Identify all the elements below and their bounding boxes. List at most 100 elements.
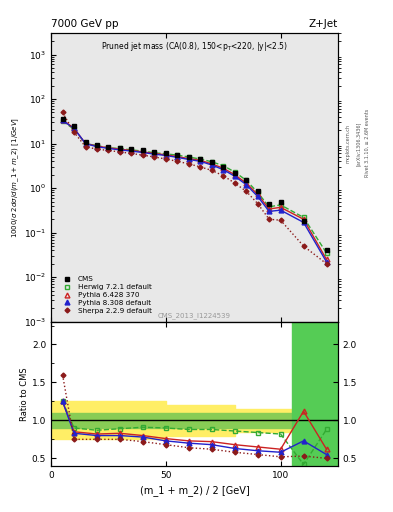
Y-axis label: Ratio to CMS: Ratio to CMS bbox=[20, 367, 29, 421]
Text: CMS_2013_I1224539: CMS_2013_I1224539 bbox=[158, 312, 231, 319]
Herwig 7.2.1 default bbox=[255, 189, 260, 196]
Herwig 7.2.1 default bbox=[221, 162, 226, 168]
Pythia 6.428 370 bbox=[141, 149, 145, 155]
Sherpa 2.2.9 default bbox=[186, 161, 191, 167]
Y-axis label: $1000/\sigma\ 2d\sigma/d(m\_1 + m\_2)\ [1/GeV]$: $1000/\sigma\ 2d\sigma/d(m\_1 + m\_2)\ [… bbox=[11, 117, 21, 238]
CMS bbox=[118, 145, 122, 151]
Herwig 7.2.1 default bbox=[72, 126, 76, 132]
Herwig 7.2.1 default bbox=[83, 140, 88, 146]
Pythia 8.308 default bbox=[324, 259, 329, 265]
Herwig 7.2.1 default bbox=[301, 215, 306, 221]
Line: Pythia 8.308 default: Pythia 8.308 default bbox=[60, 118, 329, 264]
Herwig 7.2.1 default bbox=[175, 152, 180, 158]
Pythia 8.308 default bbox=[278, 207, 283, 213]
Pythia 6.428 370 bbox=[198, 157, 203, 163]
Pythia 8.308 default bbox=[152, 151, 157, 157]
CMS bbox=[141, 147, 145, 154]
Pythia 6.428 370 bbox=[301, 216, 306, 222]
Pythia 8.308 default bbox=[232, 173, 237, 179]
Pythia 8.308 default bbox=[198, 158, 203, 164]
Pythia 6.428 370 bbox=[129, 147, 134, 154]
Legend: CMS, Herwig 7.2.1 default, Pythia 6.428 370, Pythia 8.308 default, Sherpa 2.2.9 : CMS, Herwig 7.2.1 default, Pythia 6.428 … bbox=[57, 275, 153, 315]
Pythia 6.428 370 bbox=[106, 145, 111, 151]
CMS bbox=[152, 149, 157, 155]
Herwig 7.2.1 default bbox=[186, 154, 191, 160]
Sherpa 2.2.9 default bbox=[255, 201, 260, 207]
Pythia 6.428 370 bbox=[83, 140, 88, 146]
CMS bbox=[278, 199, 283, 205]
Text: Pruned jet mass (CA(0.8), 150<p$_\mathrm{T}$<220, |y|<2.5): Pruned jet mass (CA(0.8), 150<p$_\mathrm… bbox=[101, 40, 288, 53]
Pythia 8.308 default bbox=[141, 150, 145, 156]
Pythia 6.428 370 bbox=[232, 172, 237, 178]
Line: Sherpa 2.2.9 default: Sherpa 2.2.9 default bbox=[61, 111, 328, 266]
Herwig 7.2.1 default bbox=[244, 177, 248, 183]
Pythia 6.428 370 bbox=[267, 206, 272, 212]
Text: 7000 GeV pp: 7000 GeV pp bbox=[51, 19, 119, 29]
Pythia 6.428 370 bbox=[221, 165, 226, 172]
Pythia 8.308 default bbox=[186, 156, 191, 162]
Herwig 7.2.1 default bbox=[60, 118, 65, 124]
Herwig 7.2.1 default bbox=[95, 142, 99, 148]
Pythia 6.428 370 bbox=[278, 204, 283, 210]
Pythia 6.428 370 bbox=[186, 156, 191, 162]
Pythia 6.428 370 bbox=[209, 161, 214, 167]
Sherpa 2.2.9 default bbox=[118, 149, 122, 155]
Pythia 8.308 default bbox=[72, 125, 76, 132]
Herwig 7.2.1 default bbox=[198, 156, 203, 162]
Pythia 6.428 370 bbox=[324, 257, 329, 263]
Pythia 8.308 default bbox=[267, 208, 272, 215]
Pythia 8.308 default bbox=[301, 219, 306, 225]
Sherpa 2.2.9 default bbox=[267, 216, 272, 222]
Sherpa 2.2.9 default bbox=[83, 144, 88, 150]
Pythia 6.428 370 bbox=[175, 154, 180, 160]
Pythia 8.308 default bbox=[255, 194, 260, 200]
Pythia 6.428 370 bbox=[255, 191, 260, 198]
Sherpa 2.2.9 default bbox=[244, 188, 248, 195]
X-axis label: (m_1 + m_2) / 2 [GeV]: (m_1 + m_2) / 2 [GeV] bbox=[140, 485, 250, 496]
CMS bbox=[324, 247, 329, 253]
Pythia 8.308 default bbox=[60, 117, 65, 123]
Sherpa 2.2.9 default bbox=[278, 217, 283, 223]
CMS bbox=[255, 188, 260, 195]
Sherpa 2.2.9 default bbox=[141, 152, 145, 158]
CMS bbox=[198, 156, 203, 162]
Herwig 7.2.1 default bbox=[106, 145, 111, 151]
Sherpa 2.2.9 default bbox=[209, 167, 214, 174]
Pythia 6.428 370 bbox=[60, 117, 65, 123]
Pythia 8.308 default bbox=[106, 145, 111, 152]
Pythia 6.428 370 bbox=[244, 180, 248, 186]
Sherpa 2.2.9 default bbox=[301, 243, 306, 249]
CMS bbox=[60, 116, 65, 122]
Herwig 7.2.1 default bbox=[209, 159, 214, 165]
Pythia 6.428 370 bbox=[163, 152, 168, 158]
Text: [arXiv:1306.3436]: [arXiv:1306.3436] bbox=[356, 121, 361, 165]
Herwig 7.2.1 default bbox=[324, 250, 329, 256]
Line: Pythia 6.428 370: Pythia 6.428 370 bbox=[60, 117, 329, 262]
Pythia 6.428 370 bbox=[72, 125, 76, 132]
Herwig 7.2.1 default bbox=[267, 204, 272, 210]
CMS bbox=[209, 159, 214, 165]
Line: Herwig 7.2.1 default: Herwig 7.2.1 default bbox=[60, 119, 329, 255]
CMS bbox=[221, 164, 226, 170]
Sherpa 2.2.9 default bbox=[60, 110, 65, 116]
Sherpa 2.2.9 default bbox=[175, 158, 180, 164]
Sherpa 2.2.9 default bbox=[198, 164, 203, 170]
Herwig 7.2.1 default bbox=[278, 202, 283, 208]
Text: mcplots.cern.ch: mcplots.cern.ch bbox=[346, 124, 351, 163]
CMS bbox=[95, 141, 99, 147]
CMS bbox=[232, 170, 237, 176]
Sherpa 2.2.9 default bbox=[152, 154, 157, 160]
Herwig 7.2.1 default bbox=[118, 145, 122, 152]
Sherpa 2.2.9 default bbox=[232, 180, 237, 186]
Pythia 8.308 default bbox=[95, 144, 99, 150]
Pythia 8.308 default bbox=[175, 154, 180, 160]
Pythia 8.308 default bbox=[83, 140, 88, 146]
Herwig 7.2.1 default bbox=[129, 147, 134, 153]
Pythia 8.308 default bbox=[209, 162, 214, 168]
Pythia 8.308 default bbox=[163, 153, 168, 159]
CMS bbox=[72, 123, 76, 129]
Pythia 6.428 370 bbox=[152, 151, 157, 157]
CMS bbox=[301, 218, 306, 224]
Herwig 7.2.1 default bbox=[152, 150, 157, 156]
CMS bbox=[106, 144, 111, 150]
